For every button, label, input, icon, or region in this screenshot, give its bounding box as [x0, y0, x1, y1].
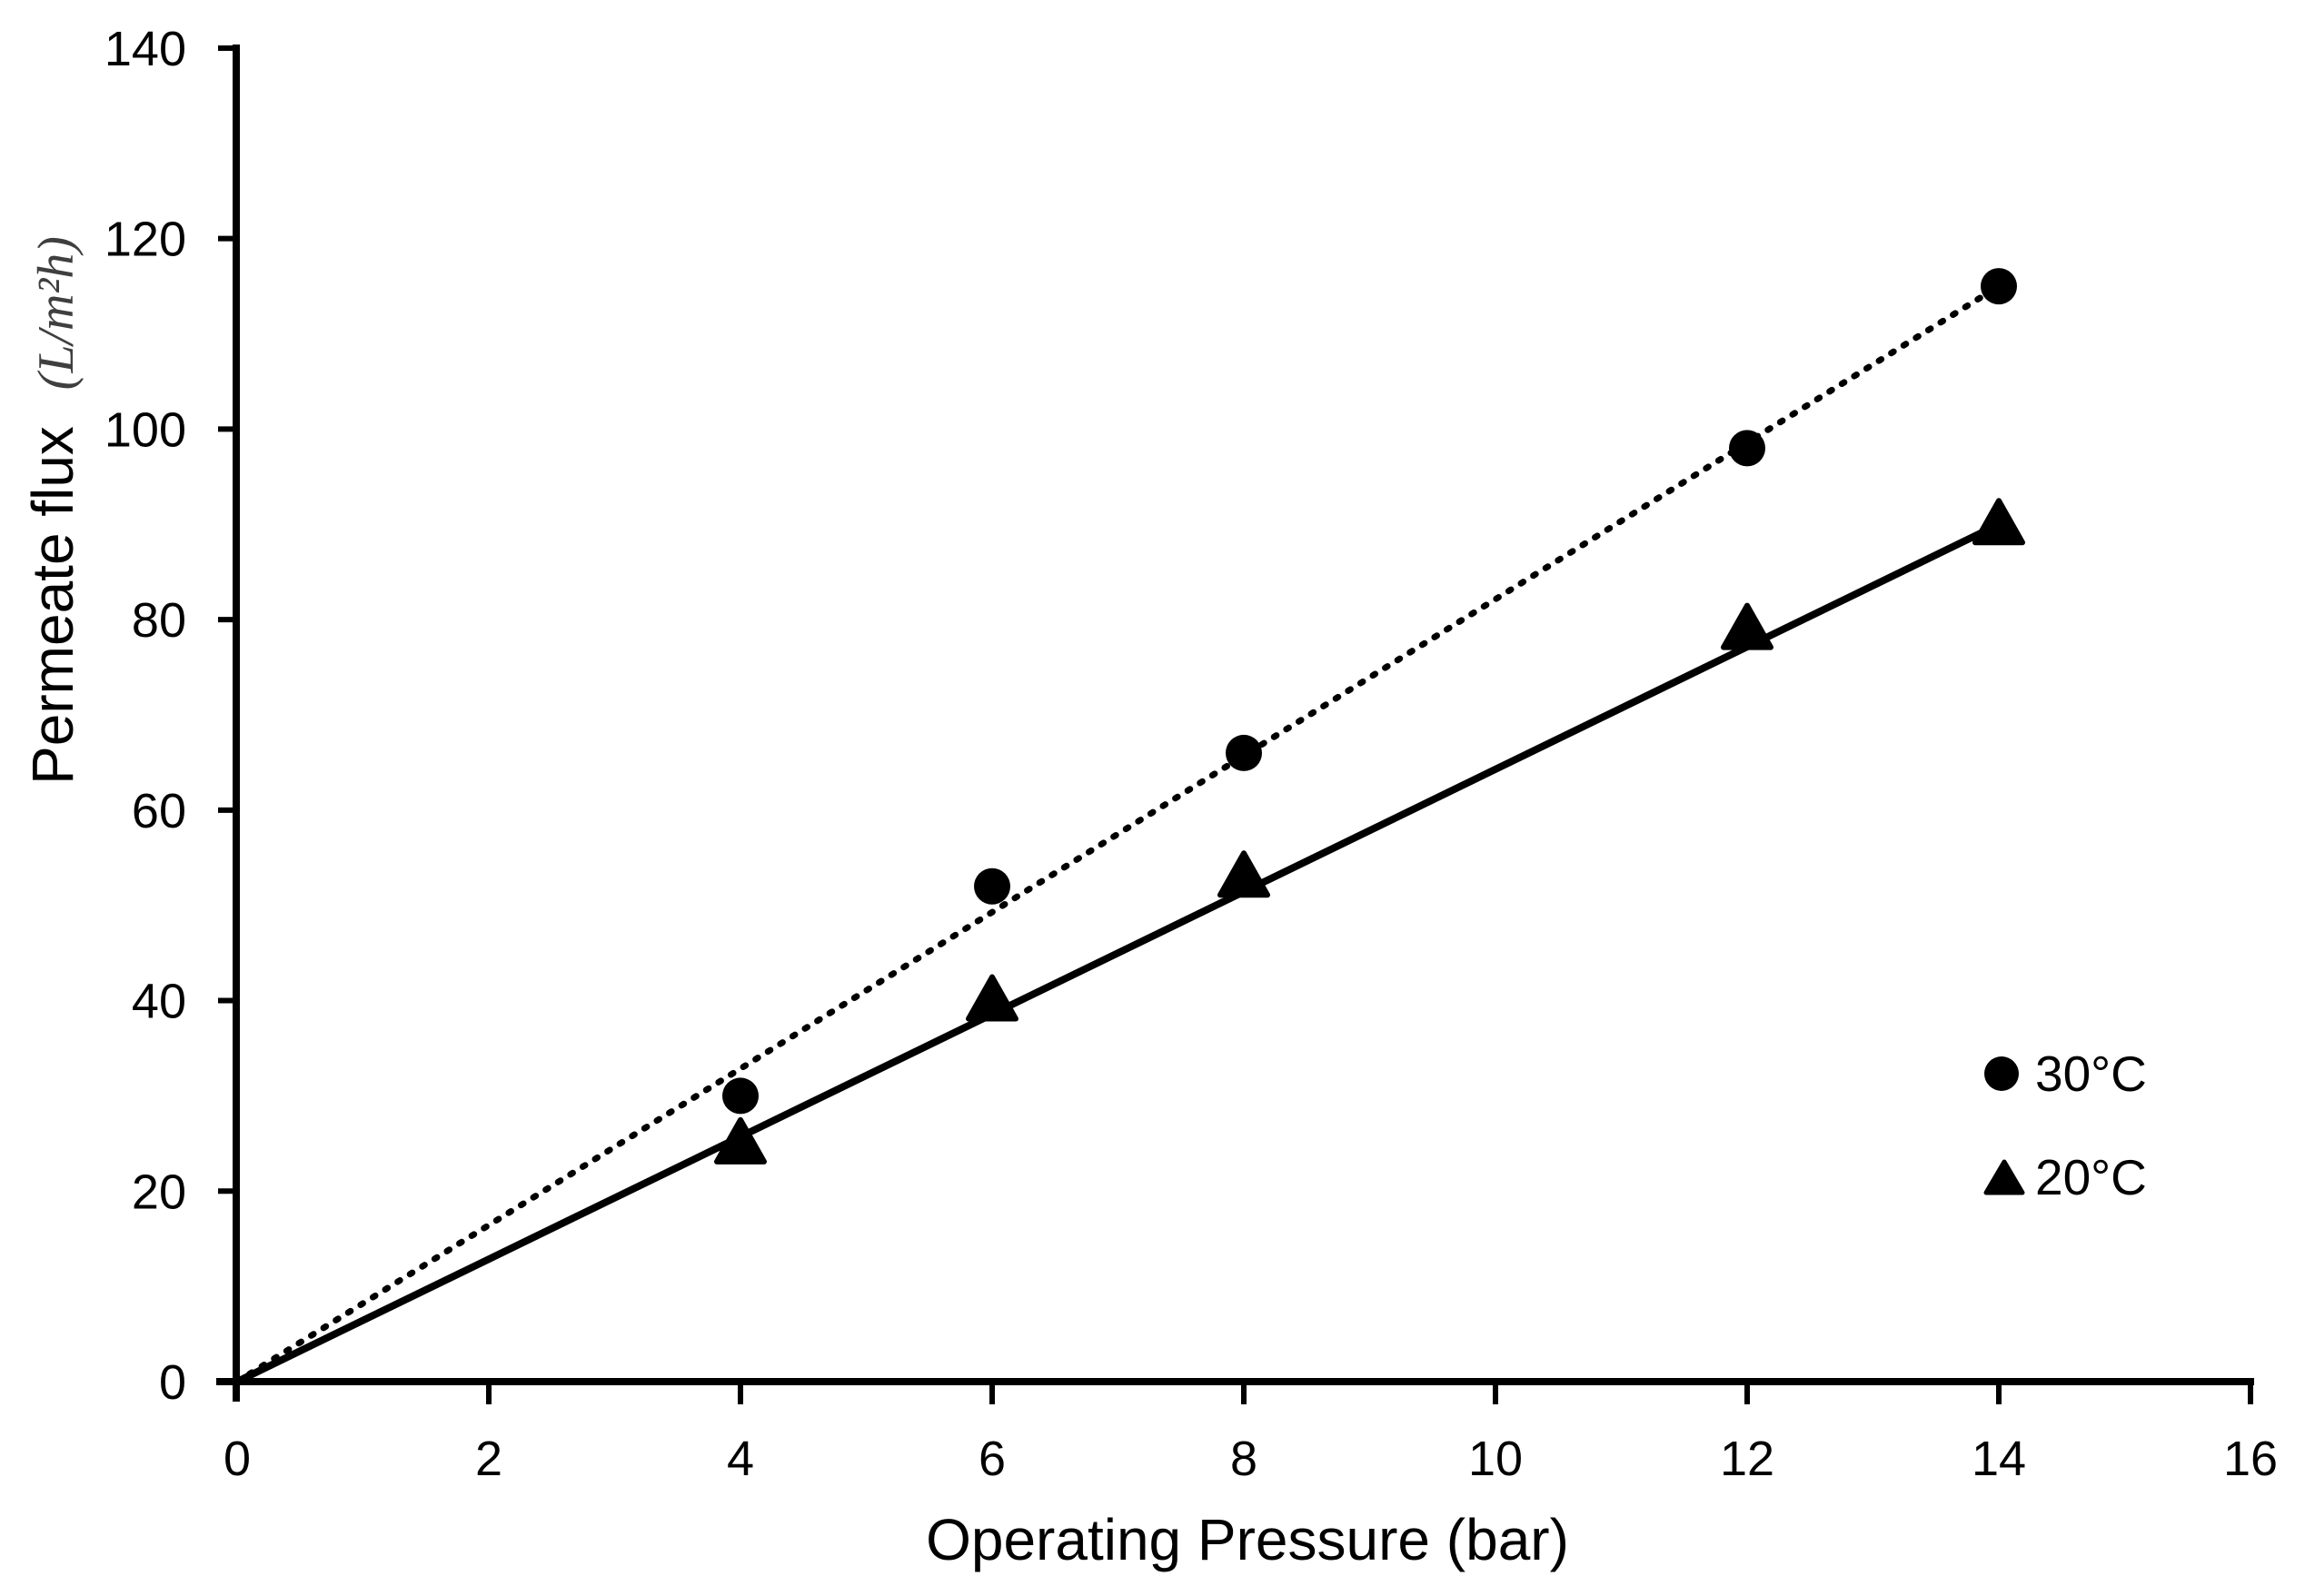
series-layer: [233, 268, 2025, 1385]
x-tick-label: 4: [727, 1432, 754, 1486]
x-tick-label: 10: [1468, 1432, 1523, 1486]
legend-marker-triangle-icon: [1983, 1159, 2025, 1195]
legend-label-30c: 30°C: [2035, 1046, 2147, 1102]
data-point-triangle: [714, 1116, 767, 1165]
y-tick-label: 40: [132, 975, 186, 1029]
x-tick-label: 2: [475, 1432, 502, 1486]
y-tick-label: 0: [159, 1355, 186, 1410]
trendline-dotted: [233, 283, 2002, 1385]
y-tick-label: 20: [132, 1165, 186, 1219]
x-axis-title: Operating Pressure (bar): [926, 1507, 1569, 1572]
legend-marker-circle-icon: [1984, 1056, 2019, 1091]
y-tick-label: 80: [132, 593, 186, 648]
data-point-circle: [974, 867, 1010, 905]
y-tick-label: 140: [104, 22, 186, 76]
data-point-triangle: [1721, 602, 1773, 650]
legend-label-20c: 20°C: [2035, 1149, 2147, 1205]
y-axis-title-text: Permeate flux: [20, 426, 85, 785]
data-point-triangle: [1972, 498, 2025, 546]
data-point-circle: [1226, 734, 1262, 771]
data-point-circle: [722, 1077, 759, 1115]
x-tick-label: 12: [1720, 1432, 1774, 1486]
data-point-circle: [1981, 268, 2017, 305]
y-tick-label: 120: [104, 213, 186, 267]
y-tick-label: 100: [104, 402, 186, 457]
data-point-triangle: [966, 974, 1018, 1022]
x-tick-label: 6: [979, 1432, 1006, 1486]
x-tick-label: 14: [1972, 1432, 2026, 1486]
x-tick-label: 16: [2223, 1432, 2278, 1486]
y-axis-title: Permeate flux (L/m²h): [20, 236, 85, 785]
data-point-triangle: [1217, 850, 1270, 898]
x-tick-label: 8: [1230, 1432, 1257, 1486]
legend: 30°C 20°C: [1983, 1046, 2147, 1205]
axes-layer: 0 2 4 6 8 10 12 14 16 0 20 40 60 80 100 120 140: [104, 22, 2278, 1486]
trendline-solid: [235, 520, 2001, 1385]
x-tick-label: 0: [224, 1432, 251, 1486]
y-axis-unit: (L/m²h): [28, 236, 84, 390]
data-point-circle: [1729, 430, 1765, 467]
y-tick-label: 60: [132, 784, 186, 838]
